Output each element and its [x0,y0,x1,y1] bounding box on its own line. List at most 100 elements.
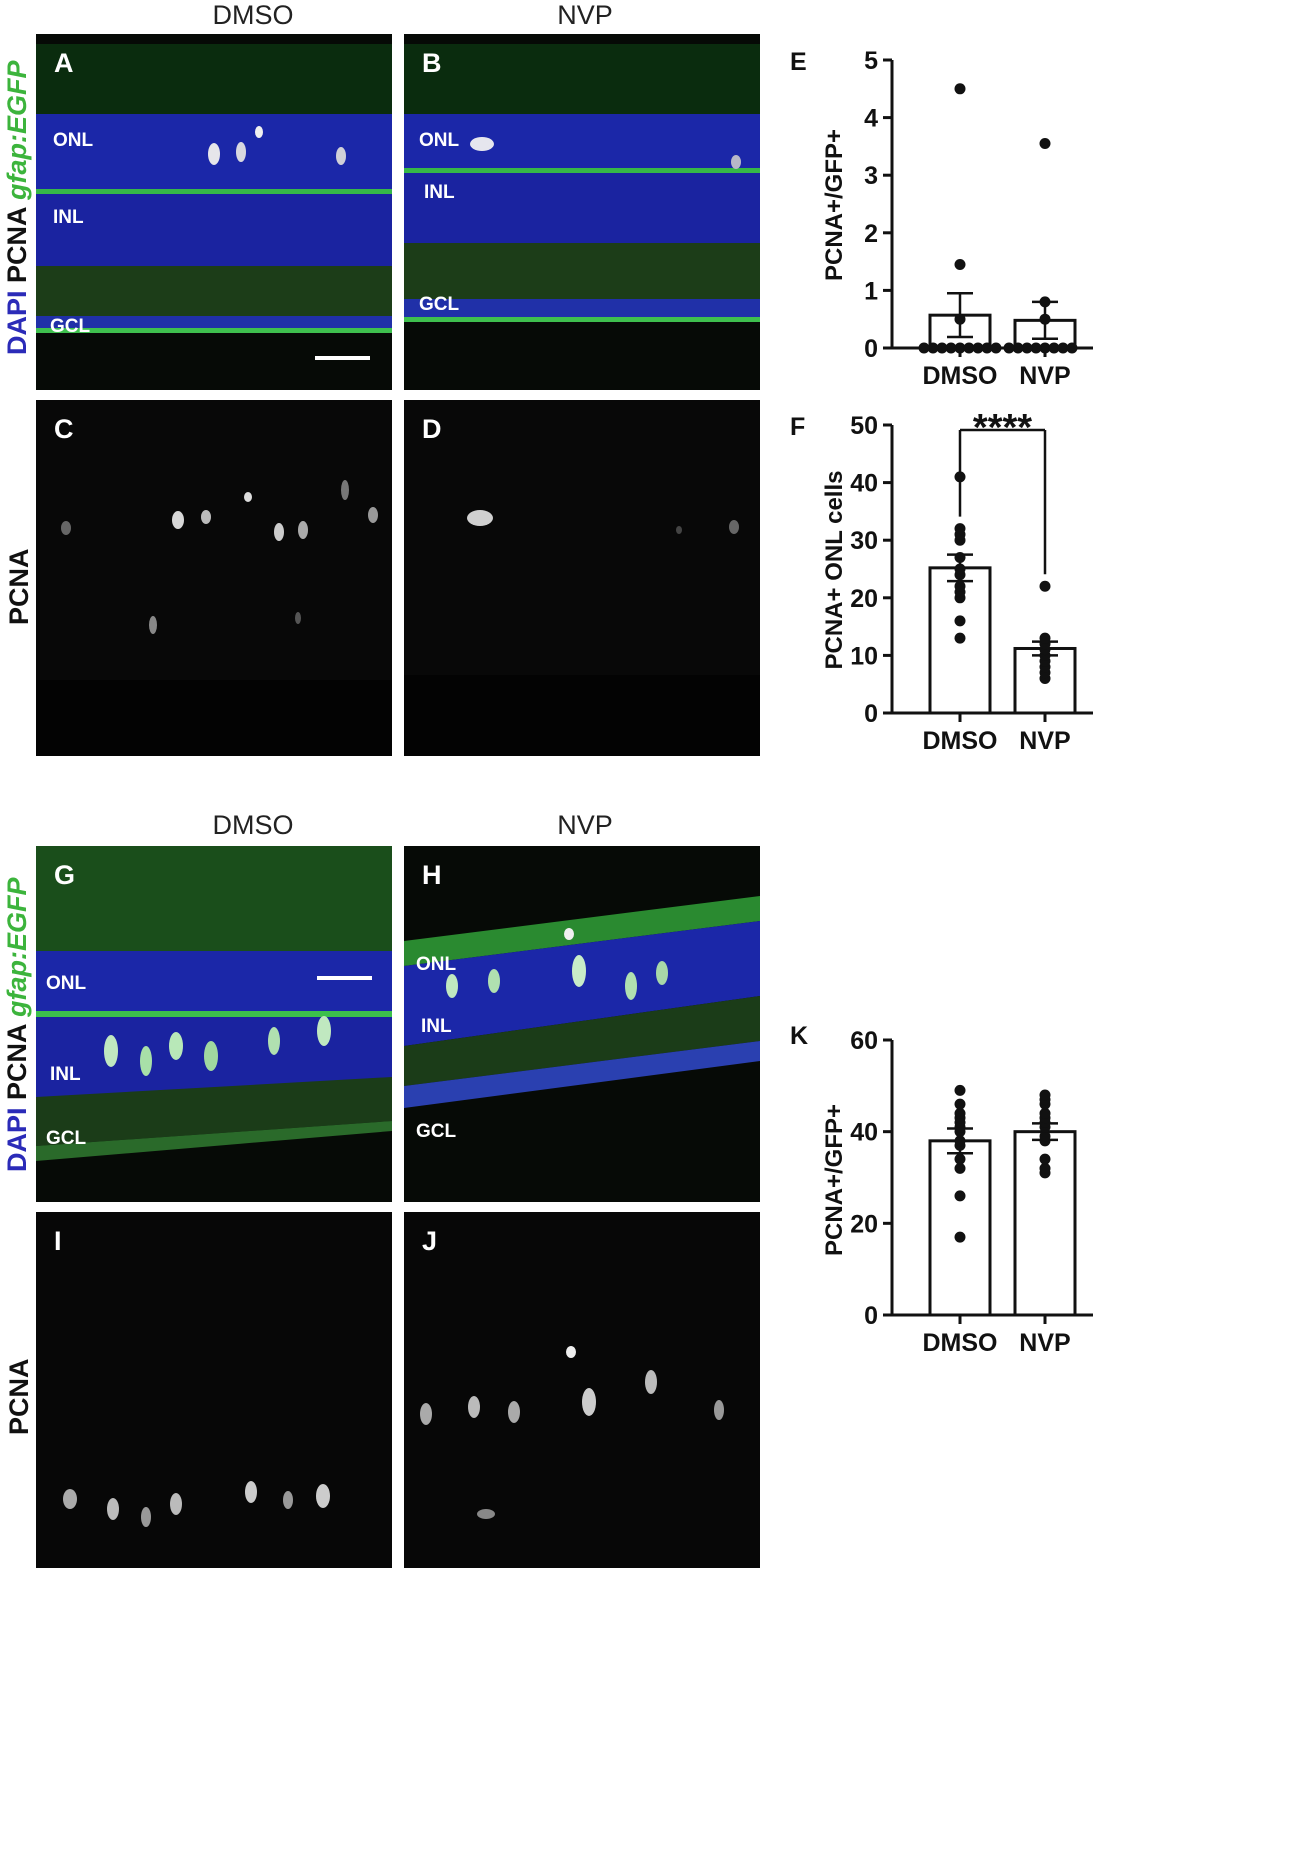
data-point [954,580,966,592]
layer-label-inl: INL [53,207,84,228]
y-tick-label: 0 [864,700,878,728]
data-point [990,342,1002,354]
retina-merge-image [36,846,392,1202]
data-point [954,1153,966,1165]
layer-label-onl: ONL [46,973,87,994]
data-point [954,258,966,270]
data-point [918,342,930,354]
pcna-stain-image [404,1212,760,1568]
pcna-label: PCNA [2,207,32,283]
data-point [1039,1089,1051,1101]
micrograph-panel-b: B ONL INL GCL [404,34,760,390]
x-tick-label: NVP [1019,1329,1070,1357]
data-point [1012,342,1024,354]
data-point [954,1135,966,1147]
chart-letter-k: K [790,1022,809,1050]
row-label-pcna: PCNA [4,548,34,625]
data-point [927,342,939,354]
data-point [954,563,966,575]
micrograph-panel-d: D [404,400,760,756]
data-point [954,83,966,95]
y-tick-label: 0 [864,335,878,363]
panel-letter-h: H [422,860,442,890]
x-tick-label: DMSO [923,727,998,755]
scale-bar [315,356,370,360]
data-point [1039,1162,1051,1174]
micrograph-panel-h: H ONL INL GCL [404,846,760,1202]
data-point [1039,1130,1051,1142]
gfp-label: gfap:EGFP [2,877,32,1017]
layer-label-gcl: GCL [419,294,460,315]
data-point [954,1098,966,1110]
pcna-stain-image [36,400,392,756]
layer-label-onl: ONL [419,130,460,151]
panel-letter-c: C [54,414,74,444]
data-point [1039,138,1051,150]
micrograph-panel-j: J [404,1212,760,1568]
y-axis-label: PCNA+/GFP+ [821,1104,848,1256]
data-point [1039,1153,1051,1165]
pcna-label: PCNA [2,1024,32,1100]
data-point [954,342,966,354]
y-axis-label: PCNA+/GFP+ [821,129,848,281]
x-tick-label: DMSO [923,1329,998,1357]
data-point [954,615,966,627]
x-tick-label: NVP [1019,362,1070,390]
column-header-dmso: DMSO [212,810,294,840]
layer-label-inl: INL [50,1064,81,1085]
bar-chart-k: 0 20 40 60 PCNA+/GFP+ DMSO NVP [821,1027,1093,1357]
column-header-dmso: DMSO [212,0,294,30]
bar-chart-e: 0 1 2 3 4 5 PCNA+/GFP+ DMSO NVP [821,47,1093,390]
panel-letter-d: D [422,414,442,444]
data-point [954,1107,966,1119]
y-axis-label: PCNA+ ONL cells [821,471,848,670]
data-point [1048,342,1060,354]
y-tick-label: 2 [864,220,878,248]
row-label-pcna: PCNA [4,1358,34,1435]
data-point [954,632,966,644]
data-point [1039,342,1051,354]
data-point [945,342,957,354]
dapi-label: DAPI [2,1107,32,1172]
bar-chart-f: 0 10 20 30 40 50 PCNA+ ONL cells DMSO NVP **** [821,407,1093,755]
y-tick-label: 20 [850,585,878,613]
layer-label-onl: ONL [416,954,457,975]
data-point [972,342,984,354]
data-point [954,1162,966,1174]
data-point [981,342,993,354]
column-header-nvp: NVP [557,810,613,840]
data-point [1066,342,1078,354]
retina-merge-image [36,34,392,390]
data-point [954,1231,966,1243]
y-tick-label: 5 [864,47,878,75]
layer-label-gcl: GCL [50,316,91,337]
data-point [1039,296,1051,308]
significance-label: **** [973,407,1032,449]
x-tick-label: DMSO [923,362,998,390]
data-point [1039,1107,1051,1119]
retina-merge-image [404,846,760,1202]
data-point [954,1084,966,1096]
column-header-nvp: NVP [557,0,613,30]
data-point [954,551,966,563]
chart-letter-f: F [790,413,806,441]
y-tick-label: 3 [864,162,878,190]
data-point [1039,632,1051,644]
data-point [963,342,975,354]
scale-bar [317,976,372,980]
gfp-label: gfap:EGFP [2,60,32,200]
y-tick-label: 60 [850,1027,878,1055]
panel-letter-g: G [54,860,76,890]
y-tick-label: 4 [864,105,878,133]
pcna-stain-image [404,400,760,756]
layer-label-gcl: GCL [416,1121,457,1142]
data-point [936,342,948,354]
data-point [1003,342,1015,354]
panel-letter-b: B [422,48,442,78]
micrograph-panel-a: A ONL INL GCL [36,34,392,390]
data-point [954,523,966,535]
y-tick-label: 10 [850,642,878,670]
y-tick-label: 20 [850,1210,878,1238]
micrograph-panel-i: I [36,1212,392,1568]
retina-merge-image [404,34,760,390]
